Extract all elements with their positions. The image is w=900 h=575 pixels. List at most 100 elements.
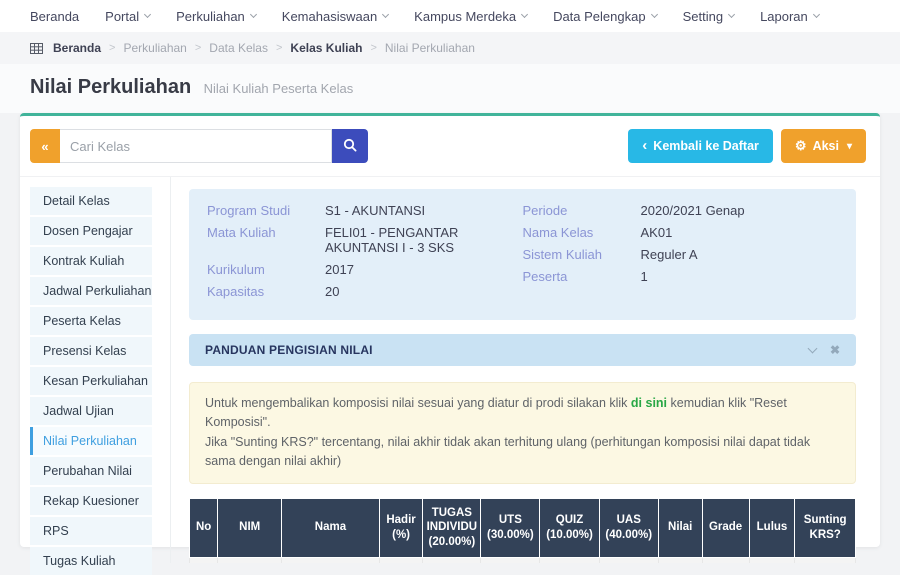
nav-item-setting[interactable]: Setting: [682, 8, 736, 24]
close-icon[interactable]: ✖: [829, 343, 840, 357]
cell-uas[interactable]: 90.00: [598, 557, 659, 563]
sidebar-item-rps[interactable]: RPS: [30, 517, 152, 545]
back-to-list-button[interactable]: ‹ Kembali ke Daftar: [628, 129, 773, 163]
nav-item-data-pelengkap[interactable]: Data Pelengkap: [553, 8, 658, 24]
breadcrumb-item-nilai-perkuliahan: Nilai Perkuliahan: [384, 41, 475, 55]
sidebar-item-kesan-perkuliahan[interactable]: Kesan Perkuliahan: [30, 367, 152, 395]
column-header-uts: UTS (30.00%): [480, 497, 541, 559]
chevron-down-icon: [249, 10, 257, 19]
sidebar-item-perubahan-nilai[interactable]: Perubahan Nilai: [30, 457, 152, 485]
nav-label: Data Pelengkap: [553, 8, 646, 24]
column-header-no: No: [188, 497, 219, 559]
search-input[interactable]: [60, 129, 332, 163]
grades-table-header: No NIM Nama Hadir (%) TUGAS INDIVIDU (20…: [188, 497, 856, 559]
grades-table: No NIM Nama Hadir (%) TUGAS INDIVIDU (20…: [188, 497, 856, 563]
collapse-sidebar-button[interactable]: «: [30, 129, 60, 163]
class-info-right-column: Periode 2020/2021 Genap Nama Kelas AK01 …: [523, 203, 839, 306]
column-header-nim: NIM: [217, 497, 283, 559]
nav-label: Perkuliahan: [176, 8, 245, 24]
sidebar-item-nilai-perkuliahan[interactable]: Nilai Perkuliahan: [30, 427, 152, 455]
di-sini-link[interactable]: di sini: [630, 396, 668, 410]
header-row: No NIM Nama Hadir (%) TUGAS INDIVIDU (20…: [188, 497, 856, 559]
column-header-sunting-krs: Sunting KRS?: [794, 497, 856, 559]
breadcrumb-separator: >: [194, 42, 202, 54]
nav-item-portal[interactable]: Portal: [105, 8, 152, 24]
info-value: 20: [325, 284, 340, 299]
column-header-hadir: Hadir (%): [378, 497, 424, 559]
cell-uts[interactable]: 90.00: [480, 557, 541, 563]
content-card: « ‹ Kembali ke Daftar ⚙ Aksi ▾ Detail Ke…: [20, 113, 880, 575]
page-header: Nilai Perkuliahan Nilai Kuliah Peserta K…: [0, 64, 900, 113]
breadcrumb-item-perkuliahan[interactable]: Perkuliahan: [123, 41, 187, 55]
info-value: AK01: [640, 225, 673, 240]
aksi-dropdown-button[interactable]: ⚙ Aksi ▾: [780, 129, 866, 163]
collapse-chevron-icon[interactable]: [807, 343, 818, 353]
info-value: FELI01 - PENGANTAR AKUNTANSI I - 3 SKS: [325, 225, 459, 255]
class-info-left-column: Program Studi S1 - AKUNTANSI Mata Kuliah…: [207, 203, 523, 306]
nav-item-kemahasiswaan[interactable]: Kemahasiswaan: [281, 8, 390, 24]
sidebar-item-kontrak-kuliah[interactable]: Kontrak Kuliah: [30, 247, 152, 275]
notice-text: kemudian klik "Reset Komposisi".: [205, 396, 787, 430]
nav-label: Kemahasiswaan: [281, 8, 378, 24]
info-value: 2017: [325, 262, 354, 277]
grid-icon: [30, 42, 43, 54]
search-group: «: [30, 129, 368, 163]
chevron-down-icon: [650, 10, 658, 19]
cell-nim: 2022007: [217, 557, 283, 563]
table-row: 1 2022007 HARRY POTTER 50.00 80.00 90.00…: [188, 557, 856, 563]
info-row-mata-kuliah: Mata Kuliah FELI01 - PENGANTAR AKUNTANSI…: [207, 225, 523, 255]
chevron-down-icon: [382, 10, 390, 19]
chevron-down-icon: [812, 10, 820, 19]
breadcrumb-separator: >: [109, 42, 116, 54]
nav-item-kampus-merdeka[interactable]: Kampus Merdeka: [414, 8, 529, 24]
chevron-down-icon: [728, 10, 736, 19]
column-header-lulus: Lulus: [748, 497, 796, 559]
cell-grade: A: [701, 557, 750, 563]
toolbar-actions: ‹ Kembali ke Daftar ⚙ Aksi ▾: [628, 129, 866, 163]
info-value: 2020/2021 Genap: [640, 203, 745, 218]
sidebar-item-dosen-pengajar[interactable]: Dosen Pengajar: [30, 217, 152, 245]
cell-tugas-individu[interactable]: 80.00: [422, 557, 482, 563]
cell-quiz[interactable]: 70.00: [539, 557, 600, 563]
breadcrumb-item-beranda[interactable]: Beranda: [53, 41, 102, 55]
chevron-down-icon: [521, 10, 529, 19]
sidebar-item-tugas-kuliah[interactable]: Tugas Kuliah: [30, 547, 152, 575]
nav-label: Setting: [682, 8, 724, 24]
class-info-panel: Program Studi S1 - AKUNTANSI Mata Kuliah…: [189, 189, 856, 320]
sidebar-item-jadwal-ujian[interactable]: Jadwal Ujian: [30, 397, 152, 425]
cell-sunting-krs: ✖: [794, 557, 856, 563]
breadcrumb-item-kelas-kuliah[interactable]: Kelas Kuliah: [290, 41, 363, 55]
nav-label: Laporan: [760, 8, 808, 24]
nav-item-laporan[interactable]: Laporan: [760, 8, 820, 24]
nav-label: Portal: [105, 8, 140, 24]
info-row-periode: Periode 2020/2021 Genap: [523, 203, 839, 218]
search-icon: [343, 138, 357, 155]
nav-item-beranda[interactable]: Beranda: [30, 9, 79, 24]
page-title: Nilai Perkuliahan: [30, 76, 192, 98]
nav-item-perkuliahan[interactable]: Perkuliahan: [176, 8, 257, 24]
sidebar-item-presensi-kelas[interactable]: Presensi Kelas: [30, 337, 152, 365]
cell-nilai: 86.00: [657, 557, 703, 563]
sidebar-item-peserta-kelas[interactable]: Peserta Kelas: [30, 307, 152, 335]
sidebar-item-jadwal-perkuliahan[interactable]: Jadwal Perkuliahan: [30, 277, 152, 305]
card-toolbar: « ‹ Kembali ke Daftar ⚙ Aksi ▾: [20, 116, 880, 177]
info-row-peserta: Peserta 1: [523, 269, 839, 284]
sidebar-item-detail-kelas[interactable]: Detail Kelas: [30, 187, 152, 215]
aksi-button-label: Aksi: [812, 139, 839, 153]
info-row-kurikulum: Kurikulum 2017: [207, 262, 523, 277]
info-label: Kurikulum: [207, 262, 265, 277]
breadcrumb-item-data-kelas[interactable]: Data Kelas: [209, 41, 268, 55]
sidebar-item-rekap-kuesioner[interactable]: Rekap Kuesioner: [30, 487, 152, 515]
panduan-panel-controls: ✖: [807, 343, 840, 357]
top-navbar: Beranda Portal Perkuliahan Kemahasiswaan…: [0, 0, 900, 32]
grades-table-body: 1 2022007 HARRY POTTER 50.00 80.00 90.00…: [188, 557, 856, 563]
search-button[interactable]: [332, 129, 368, 163]
breadcrumb-separator: >: [275, 42, 283, 54]
panduan-panel-header: PANDUAN PENGISIAN NILAI ✖: [189, 334, 856, 366]
notice-text: Jika "Sunting KRS?" tercentang, nilai ak…: [205, 434, 811, 469]
nav-label: Kampus Merdeka: [414, 8, 517, 24]
cell-hadir: 50.00: [378, 557, 424, 563]
breadcrumb-separator: >: [370, 42, 377, 54]
cell-lulus: ✔: [748, 557, 796, 563]
column-header-nama: Nama: [281, 497, 380, 559]
